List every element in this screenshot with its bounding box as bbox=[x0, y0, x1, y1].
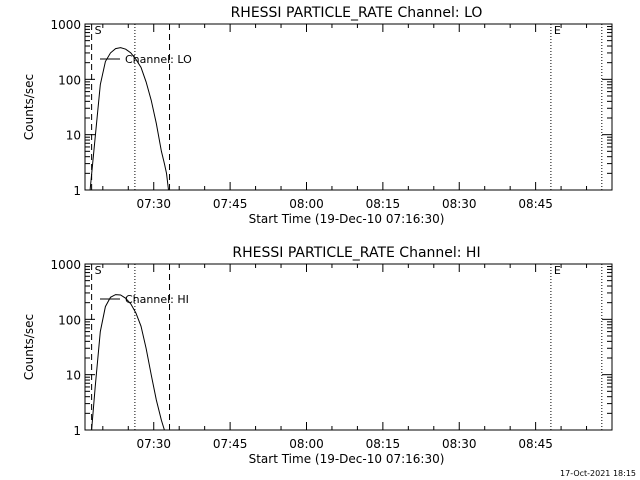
chart-2-title: RHESSI PARTICLE_RATE Channel: HI bbox=[232, 245, 480, 261]
chart-1-x-tick-label: 08:15 bbox=[366, 197, 401, 211]
chart-2-legend-label: Channel: HI bbox=[125, 293, 189, 306]
chart-2-x-axis-label: Start Time (19-Dec-10 07:16:30) bbox=[249, 452, 445, 466]
chart-1-x-tick-label: 07:30 bbox=[136, 197, 171, 211]
footer-timestamp: 17-Oct-2021 18:15 bbox=[560, 469, 636, 478]
chart-1-y-tick-label: 1000 bbox=[50, 18, 81, 32]
chart-2-marker-label: S bbox=[95, 264, 102, 277]
chart-1-x-axis-label: Start Time (19-Dec-10 07:16:30) bbox=[249, 212, 445, 226]
chart-1-y-tick-label: 100 bbox=[58, 73, 81, 87]
chart-2-x-tick-label: 08:00 bbox=[289, 437, 324, 451]
chart-1-y-axis-label: Counts/sec bbox=[22, 74, 36, 140]
chart-1-frame bbox=[84, 23, 613, 191]
chart-1-group: RHESSI PARTICLE_RATE Channel: LO 1 10 100 10… bbox=[22, 5, 613, 226]
chart-2-y-tick-label: 1 bbox=[73, 424, 81, 438]
chart-2-y-tick-label: 10 bbox=[66, 369, 81, 383]
chart-1-y-tick-label: 10 bbox=[66, 129, 81, 143]
chart-2-y-tick-label: 100 bbox=[58, 313, 81, 327]
chart-2-x-tick-label: 08:15 bbox=[366, 437, 401, 451]
chart-1-x-tick-label: 08:30 bbox=[442, 197, 477, 211]
chart-2-x-tick-label: 07:45 bbox=[213, 437, 248, 451]
chart-1-title: RHESSI PARTICLE_RATE Channel: LO bbox=[231, 5, 483, 21]
chart-1-marker-label: S bbox=[95, 24, 102, 37]
chart-2-x-tick-label: 08:45 bbox=[518, 437, 553, 451]
chart-1-marker-label: E bbox=[554, 24, 561, 37]
chart-1-series-line bbox=[89, 47, 169, 191]
chart-2-group: RHESSI PARTICLE_RATE Channel: HI 1 10 100 10… bbox=[22, 245, 613, 466]
chart-2-x-tick-label: 08:30 bbox=[442, 437, 477, 451]
chart-2-y-tick-label: 1000 bbox=[50, 258, 81, 272]
chart-1-y-tick-label: 1 bbox=[73, 184, 81, 198]
chart-2-series-line bbox=[91, 294, 165, 431]
chart-1-x-tick-label: 08:00 bbox=[289, 197, 324, 211]
chart-2-y-axis-label: Counts/sec bbox=[22, 314, 36, 380]
chart-1-legend-label: Channel: LO bbox=[125, 53, 192, 66]
chart-1-x-tick-label: 07:45 bbox=[213, 197, 248, 211]
chart-2-marker-label: E bbox=[554, 264, 561, 277]
chart-1-x-tick-label: 08:45 bbox=[518, 197, 553, 211]
chart-2-x-tick-label: 07:30 bbox=[136, 437, 171, 451]
chart-2-frame bbox=[84, 263, 613, 431]
plot-canvas: RHESSI PARTICLE_RATE Channel: LO11010010… bbox=[22, 5, 613, 466]
